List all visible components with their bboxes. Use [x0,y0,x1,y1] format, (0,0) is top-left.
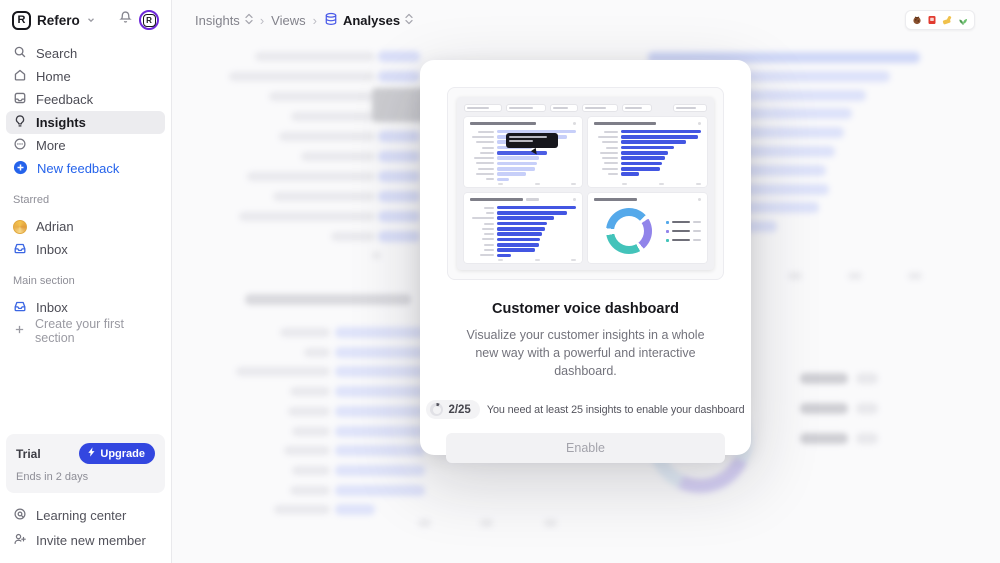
section-label-main: Main section [13,275,75,287]
notifications-bell-icon[interactable] [118,10,133,30]
sort-updown-icon [245,13,253,28]
create-section-label: Create your first section [35,316,124,345]
mini-filter-pill [673,104,707,112]
mini-filter-pill [550,104,578,112]
breadcrumb-separator: › [312,12,317,28]
dashboard-preview-image [447,87,724,280]
plus-icon [13,323,26,339]
mini-filter-bar [464,104,707,112]
mini-filter-pill [622,104,652,112]
inbox-icon [13,241,27,258]
red-card-emoji-icon [927,15,937,25]
progress-note: You need at least 25 insights to enable … [486,403,745,416]
starred-item-label: Inbox [36,242,68,257]
refero-logo: R [12,10,31,30]
more-icon [13,137,27,154]
main-area: Insights › Views › Analyses Customer [172,0,1000,563]
sidebar-item-more[interactable]: More [6,134,165,157]
search-icon [13,45,27,62]
sidebar: R Refero R Search Home Feedback In [0,0,172,563]
sidebar-item-label: Search [36,46,78,61]
sidebar-item-label: Feedback [36,92,94,107]
sidebar-item-home[interactable]: Home [6,65,165,88]
learning-center-icon [13,507,27,524]
hand-emoji-icon [942,15,953,25]
breadcrumb-analyses[interactable]: Analyses [324,12,413,29]
layers-database-icon [324,12,338,29]
breadcrumb-views[interactable]: Views [271,13,305,28]
starred-item-inbox[interactable]: Inbox [6,238,165,261]
mini-donut-chart [606,208,652,254]
seedling-emoji-icon [958,15,968,25]
mini-dashboard-illustration [457,97,714,270]
customer-voice-dashboard-modal: Customer voice dashboard Visualize your … [420,60,751,464]
new-feedback-button[interactable]: New feedback [6,157,165,180]
workspace-header[interactable]: R Refero R [0,8,171,38]
breadcrumb: Insights › Views › Analyses [195,12,413,29]
sidebar-nav: Search Home Feedback Insights More New f… [0,38,171,180]
mini-filter-pill [464,104,502,112]
topbar: Insights › Views › Analyses [172,0,1000,40]
sidebar-item-label: Insights [36,115,86,130]
inbox-icon [13,299,27,316]
bug-emoji-icon [912,15,922,25]
progress-ring-icon [430,403,444,417]
upgrade-button[interactable]: Upgrade [79,443,155,464]
home-icon [13,68,27,85]
main-section-item-inbox[interactable]: Inbox [6,296,165,319]
footer-item-label: Invite new member [36,533,146,548]
sidebar-item-feedback[interactable]: Feedback [6,88,165,111]
mini-tooltip [506,133,559,148]
new-feedback-label: New feedback [37,161,120,176]
breadcrumb-label: Views [271,12,306,28]
progress-value: 2/25 [448,403,471,416]
starred-item-label: Adrian [36,219,74,234]
sidebar-item-insights[interactable]: Insights [6,111,165,134]
enable-button[interactable]: Enable [446,433,725,464]
mini-filter-pill [582,104,618,112]
user-avatar[interactable]: R [139,10,159,30]
insights-progress-row: 2/25 You need at least 25 insights to en… [420,400,751,420]
mini-chart-card-3 [464,193,582,263]
trial-ends-text: Ends in 2 days [16,471,89,483]
sidebar-item-label: Home [36,69,71,84]
lightning-bolt-icon [87,447,96,460]
sort-updown-icon [405,13,413,28]
breadcrumb-label: Analyses [342,12,401,28]
create-section-button[interactable]: Create your first section [6,316,165,345]
mini-donut-legend [666,220,701,242]
mini-chart-card-2 [588,117,707,187]
modal-description: Visualize your customer insights in a wh… [466,328,705,379]
emoji-reactions-panel[interactable] [905,10,975,30]
sidebar-item-label: More [36,138,66,153]
invite-member-button[interactable]: Invite new member [6,528,165,553]
modal-title: Customer voice dashboard [492,301,679,317]
plus-circle-icon [13,160,28,178]
breadcrumb-label: Insights [195,12,240,28]
feedback-icon [13,91,27,108]
workspace-name: Refero [37,12,80,28]
mini-chart-card-1 [464,117,582,187]
footer-item-label: Learning center [36,508,127,523]
starred-item-adrian[interactable]: Adrian [6,215,165,238]
sidebar-item-search[interactable]: Search [6,42,165,65]
main-section-item-label: Inbox [36,300,68,315]
upgrade-label: Upgrade [100,447,145,460]
person-plus-icon [13,532,27,549]
adrian-avatar [13,219,27,234]
trial-card: Trial Upgrade Ends in 2 days [6,434,165,493]
mini-chart-card-4 [588,193,707,263]
learning-center-button[interactable]: Learning center [6,503,165,528]
progress-pill: 2/25 [426,400,480,420]
breadcrumb-insights[interactable]: Insights [195,13,253,28]
breadcrumb-separator: › [259,12,265,28]
trial-title: Trial [16,446,41,461]
section-label-starred: Starred [13,194,50,206]
mini-chart-grid [464,117,707,263]
mini-filter-pill [506,104,546,112]
insights-lightbulb-icon [13,114,27,131]
chevron-down-icon [86,15,96,25]
